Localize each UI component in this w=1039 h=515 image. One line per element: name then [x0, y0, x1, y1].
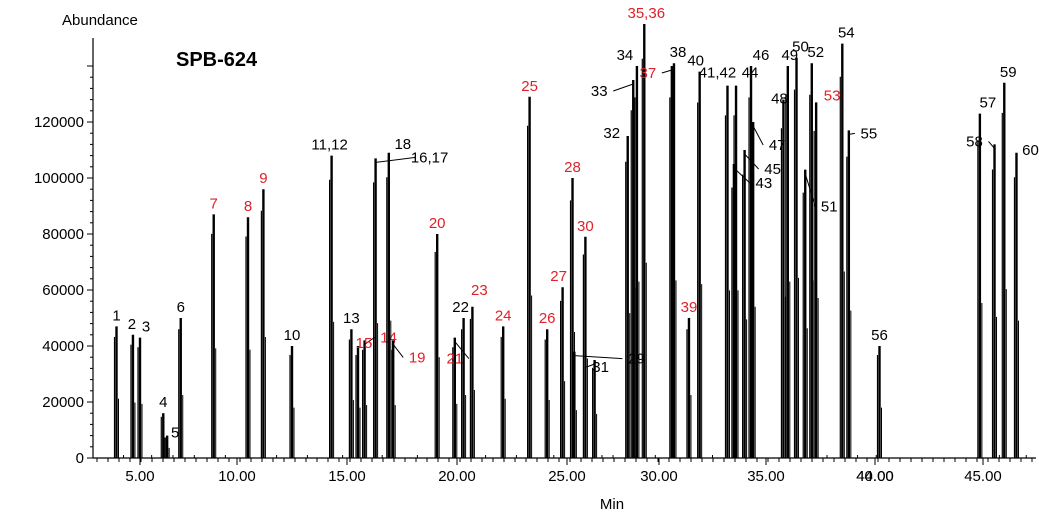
peak-label: 46 [753, 47, 770, 64]
peak-label: 31 [592, 359, 609, 376]
y-tick-label: 80000 [42, 226, 84, 243]
peak-label: 9 [259, 170, 267, 187]
peak-label: 8 [244, 198, 252, 215]
peak-label: 56 [871, 327, 888, 344]
y-tick-label: 120000 [34, 114, 84, 131]
chart-title: SPB-624 [176, 49, 258, 71]
peak-label: 39 [681, 299, 698, 316]
x-tick-label: 25.00 [548, 468, 586, 485]
peak-label: 40 [687, 53, 704, 70]
x-tick-label: 40.00 [856, 468, 894, 485]
x-tick-label: 30.00 [640, 468, 678, 485]
y-tick-label: 40000 [42, 338, 84, 355]
peak-label: 41,42 [699, 65, 737, 82]
leader-line [392, 344, 404, 358]
peak-label: 38 [670, 44, 687, 61]
peak-label: 57 [980, 95, 997, 112]
peak-label: 24 [495, 307, 512, 324]
peak-label: 30 [577, 218, 594, 235]
peak-label: 32 [603, 125, 620, 142]
leader-line [574, 355, 623, 360]
peak-label: 50 [792, 39, 809, 56]
peak-label: 7 [210, 195, 218, 212]
peak-label: 45 [764, 161, 781, 178]
peak-label: 27 [550, 268, 567, 285]
peak-label: 53 [824, 87, 841, 104]
leader-line [988, 141, 995, 149]
peak-label: 13 [343, 310, 360, 327]
peak-label: 51 [821, 199, 838, 216]
x-tick-label: 44.00 [856, 468, 894, 485]
leader-line [375, 156, 416, 163]
peak-label: 37 [639, 65, 656, 82]
peak-label: 58 [966, 133, 983, 150]
peak-label: 20 [429, 215, 446, 232]
peak-label: 52 [807, 44, 824, 61]
x-tick-label: 5.00 [125, 468, 154, 485]
peak-label: 33 [591, 83, 608, 100]
x-tick-label: 45.00 [964, 468, 1002, 485]
peak-label: 49 [781, 47, 798, 64]
peak-label: 3 [142, 319, 150, 336]
peak-label: 34 [617, 47, 634, 64]
leader-line [613, 83, 634, 92]
peak-label: 5 [171, 425, 179, 442]
peak-label: 19 [409, 349, 426, 366]
leader-line [364, 336, 375, 345]
leader-line [586, 363, 595, 368]
peak-label: 1 [112, 307, 120, 324]
y-tick-label: 20000 [42, 394, 84, 411]
peak-label: 16,17 [411, 149, 449, 166]
peak-label: 22 [452, 299, 469, 316]
x-axis-label: Min [600, 496, 624, 513]
peak-label: 2 [128, 316, 136, 333]
peak-label: 15 [356, 335, 373, 352]
leader-line [752, 125, 764, 146]
peak-label: 59 [1000, 64, 1017, 81]
y-axis-label: Abundance [62, 12, 138, 29]
peak-label: 26 [539, 310, 556, 327]
x-tick-label: 10.00 [218, 468, 256, 485]
y-tick-label: 100000 [34, 170, 84, 187]
peak-label: 43 [756, 175, 773, 192]
x-tick-label: 35.00 [747, 468, 785, 485]
peak-label: 18 [394, 136, 411, 153]
y-tick-label: 0 [76, 450, 84, 467]
peak-label: 4 [159, 394, 167, 411]
peak-label: 35,36 [628, 5, 666, 22]
x-tick-label: 20.00 [438, 468, 476, 485]
peak-label: 28 [564, 159, 581, 176]
y-tick-label: 60000 [42, 282, 84, 299]
peak-label: 11,12 [311, 137, 347, 154]
peak-label: 60 [1022, 142, 1039, 159]
leader-line [661, 69, 672, 74]
peak-label: 25 [521, 78, 538, 95]
peak-label: 55 [860, 125, 877, 142]
peak-label: 6 [177, 299, 185, 316]
leader-line [848, 132, 855, 135]
peak-label: 54 [838, 25, 855, 42]
peak-label: 21 [446, 351, 463, 368]
peak-label: 10 [284, 327, 301, 344]
peak-label: 23 [471, 282, 488, 299]
x-tick-label: 15.00 [328, 468, 366, 485]
peak-label: 48 [771, 91, 788, 108]
